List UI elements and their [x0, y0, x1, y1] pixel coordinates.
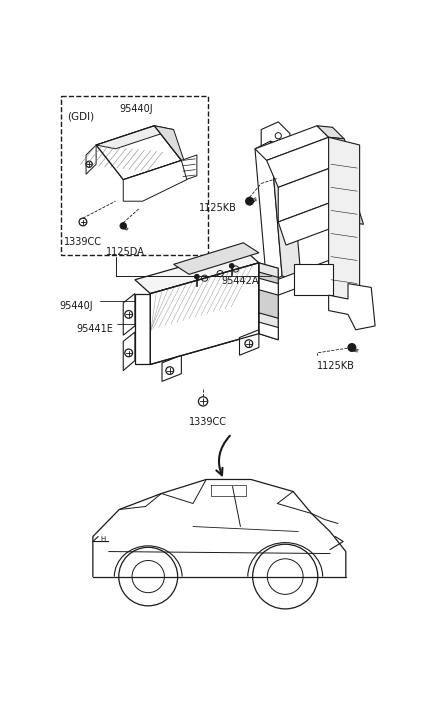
Polygon shape: [96, 126, 181, 180]
Polygon shape: [259, 322, 278, 340]
Polygon shape: [340, 164, 356, 201]
Polygon shape: [329, 260, 356, 274]
Text: 1125KB: 1125KB: [199, 203, 237, 213]
Polygon shape: [150, 262, 259, 364]
Circle shape: [246, 197, 253, 205]
Polygon shape: [135, 249, 259, 294]
Bar: [294, 265, 333, 295]
Text: 95440J: 95440J: [59, 301, 93, 311]
Polygon shape: [96, 126, 174, 149]
Polygon shape: [329, 137, 356, 166]
Polygon shape: [259, 272, 278, 318]
Polygon shape: [123, 332, 135, 371]
Polygon shape: [154, 126, 185, 164]
Text: 1339CC: 1339CC: [189, 417, 227, 427]
Polygon shape: [123, 161, 187, 201]
Polygon shape: [86, 145, 96, 174]
Text: 1125DA: 1125DA: [106, 246, 145, 257]
Polygon shape: [181, 155, 197, 181]
Polygon shape: [162, 356, 181, 382]
Polygon shape: [259, 262, 278, 340]
Polygon shape: [278, 164, 340, 222]
Polygon shape: [329, 137, 360, 303]
Text: 95440J: 95440J: [119, 104, 153, 114]
Text: (GDI): (GDI): [68, 112, 95, 122]
Text: 1339CC: 1339CC: [64, 238, 102, 247]
Polygon shape: [278, 199, 348, 245]
Polygon shape: [317, 126, 344, 139]
Polygon shape: [174, 243, 259, 274]
Polygon shape: [240, 330, 259, 356]
Text: 95441E: 95441E: [77, 324, 113, 334]
Polygon shape: [329, 284, 375, 330]
Circle shape: [348, 344, 356, 351]
Circle shape: [120, 222, 126, 229]
Text: H: H: [101, 536, 106, 542]
Text: 1125KB: 1125KB: [317, 361, 355, 371]
Polygon shape: [255, 141, 282, 284]
Circle shape: [229, 264, 234, 268]
Text: 95442A: 95442A: [221, 276, 259, 286]
Polygon shape: [135, 294, 150, 364]
Polygon shape: [267, 260, 340, 295]
Polygon shape: [270, 141, 301, 284]
Polygon shape: [259, 278, 278, 295]
Polygon shape: [340, 199, 363, 225]
Polygon shape: [261, 122, 290, 149]
Polygon shape: [255, 126, 329, 161]
Bar: [61, 97, 208, 255]
Circle shape: [195, 274, 199, 279]
Polygon shape: [267, 137, 340, 188]
Polygon shape: [123, 294, 135, 335]
